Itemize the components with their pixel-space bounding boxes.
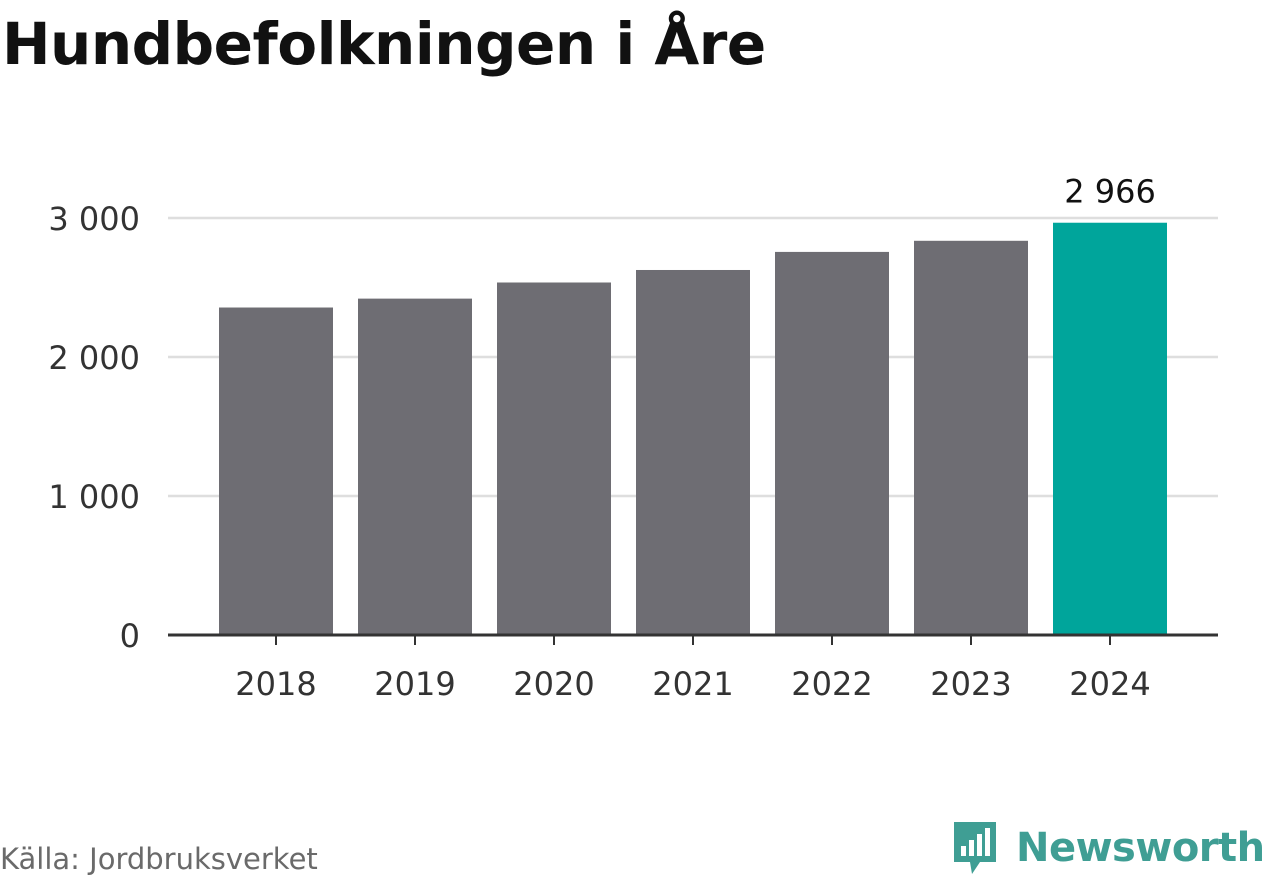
x-tick-label: 2019 — [374, 665, 455, 703]
value-label: 2 966 — [1064, 173, 1156, 211]
bar-2019 — [358, 298, 472, 635]
bar-2020 — [497, 282, 611, 635]
source-note: Källa: Jordbruksverket — [0, 842, 318, 876]
bar-2022 — [775, 251, 889, 635]
newsworthy-logo-icon — [954, 822, 996, 874]
brand-logo: Newsworthy — [950, 818, 1262, 878]
y-tick-labels: 0 1 000 2 000 3 000 — [48, 200, 140, 655]
y-tick-label: 2 000 — [48, 339, 140, 377]
bar-2024 — [1053, 222, 1167, 635]
x-tick-label: 2022 — [791, 665, 872, 703]
x-tick-label: 2023 — [930, 665, 1011, 703]
x-tick-label: 2020 — [513, 665, 594, 703]
brand-name: Newsworthy — [1016, 825, 1262, 871]
y-tick-label: 1 000 — [48, 478, 140, 516]
x-tick-labels: 2018 2019 2020 2021 2022 2023 2024 — [235, 635, 1151, 703]
x-tick-label: 2024 — [1069, 665, 1150, 703]
y-tick-label: 3 000 — [48, 200, 140, 238]
bars — [219, 222, 1167, 635]
x-tick-label: 2021 — [652, 665, 733, 703]
bar-2023 — [914, 240, 1028, 635]
y-tick-label: 0 — [120, 617, 140, 655]
bar-2018 — [219, 307, 333, 635]
value-labels: 2 966 — [1064, 173, 1156, 211]
bar-2021 — [636, 269, 750, 635]
chart-title: Hundbefolkningen i Åre — [2, 10, 766, 78]
x-tick-label: 2018 — [235, 665, 316, 703]
